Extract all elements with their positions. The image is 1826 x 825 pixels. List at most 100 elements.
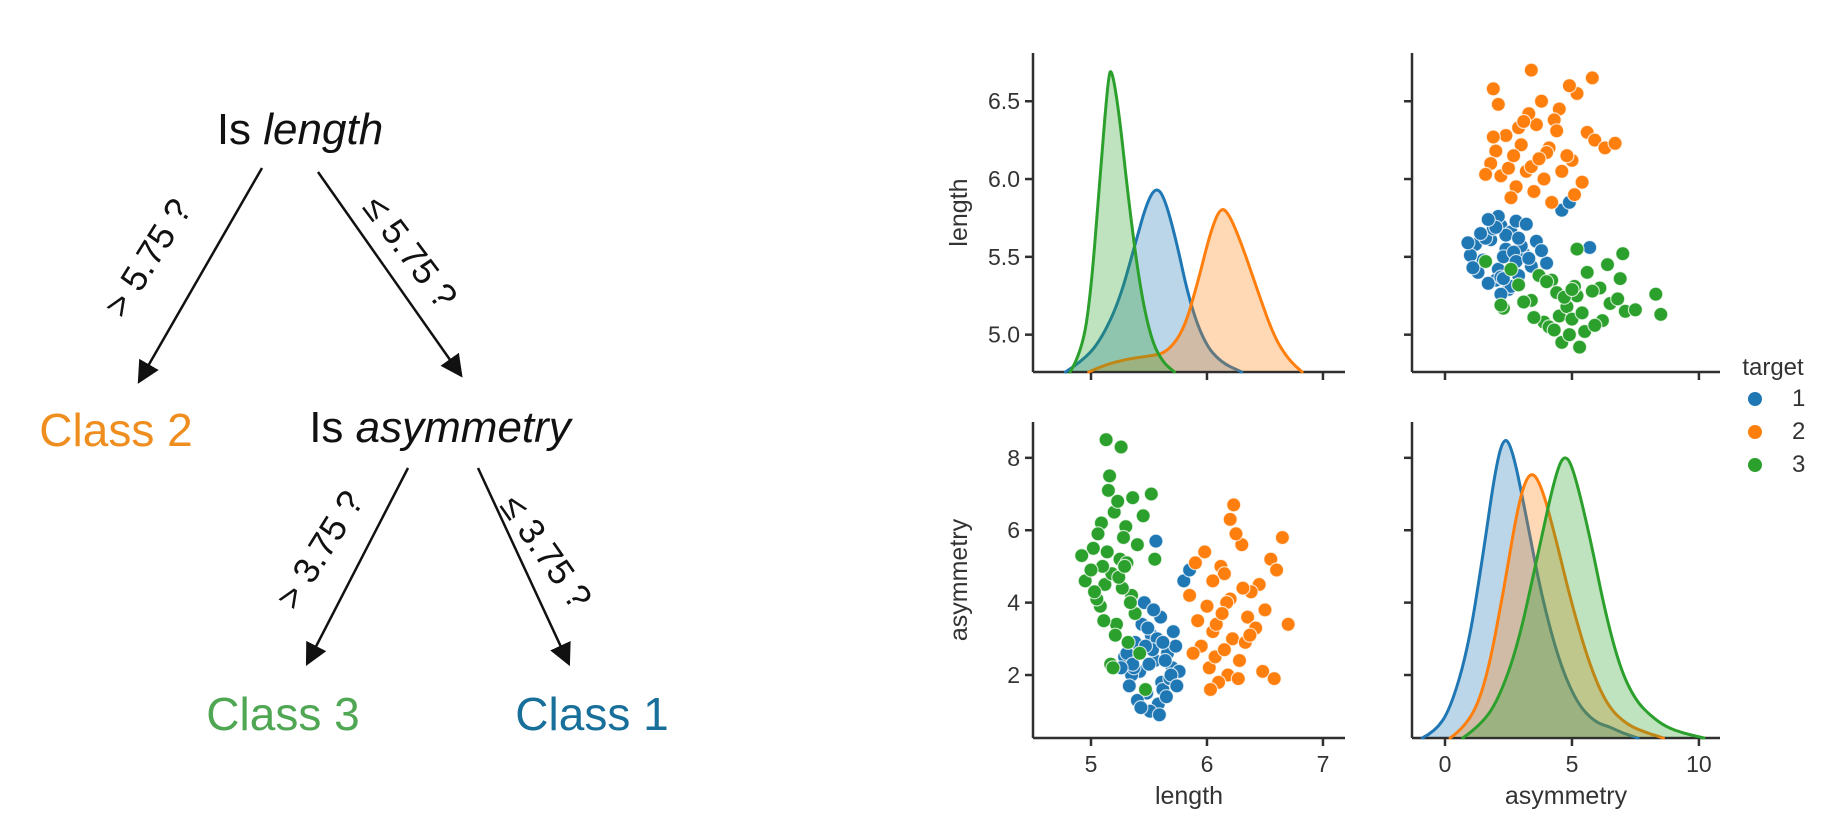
- scatter-point-class-2: [1205, 573, 1221, 589]
- scatter-point-class-3: [1477, 253, 1494, 270]
- y-tick-label: 4: [1007, 590, 1020, 616]
- scatter-point-class-2: [1187, 555, 1204, 571]
- scatter-point-class-3: [1083, 562, 1099, 578]
- scatter-point-class-3: [1610, 291, 1626, 307]
- x-tick-label: 6: [1201, 751, 1214, 777]
- x-tick-label: 5: [1566, 751, 1579, 777]
- scatter-point-class-2: [1239, 609, 1256, 625]
- pairplot-legend: target 1 2 3: [1720, 354, 1820, 481]
- scatter-point-class-3: [1074, 547, 1090, 564]
- x-axis-label: length: [1155, 782, 1223, 810]
- scatter-point-class-3: [1097, 576, 1113, 593]
- scatter-point-class-3: [1653, 306, 1669, 322]
- scatter-point-class-3: [1516, 294, 1532, 310]
- tree-root-feature: length: [263, 105, 384, 154]
- kde-fill-class-3: [1462, 457, 1704, 738]
- scatter-point-class-2: [1561, 78, 1578, 94]
- scatter-point-class-1: [1157, 652, 1173, 669]
- scatter-point-class-2: [1516, 113, 1532, 130]
- panel-p4: 0 5 10 asymmetry: [1404, 422, 1720, 810]
- scatter-point-class-3: [1122, 594, 1139, 611]
- scatter-point-class-2: [1488, 143, 1504, 159]
- scatter-point-class-2: [1566, 187, 1583, 203]
- scatter-point-class-1: [1538, 255, 1555, 271]
- scatter-point-class-3: [1574, 305, 1590, 321]
- scatter-point-class-3: [1137, 681, 1154, 698]
- scatter-point-class-2: [1185, 645, 1201, 661]
- panel-p3: 5 6 7 2 4 6 8 length asymmetry: [945, 422, 1345, 810]
- scatter-point-class-3: [1120, 634, 1136, 651]
- scatter-point-class-2: [1274, 529, 1291, 546]
- scatter-point-class-1: [1169, 678, 1185, 694]
- scatter-point-class-3: [1493, 297, 1509, 313]
- scatter-point-class-2: [1584, 70, 1600, 86]
- leaf-class-2: Class 2: [39, 404, 193, 456]
- y-tick-label: 6: [1007, 517, 1020, 543]
- scatter-point-class-3: [1627, 302, 1644, 318]
- scatter-point-class-1: [1521, 250, 1537, 266]
- scatter-point-class-3: [1615, 246, 1631, 262]
- kde-curve-class-1: [1064, 188, 1244, 374]
- scatter-point-class-2: [1544, 194, 1560, 210]
- scatter-point-class-2: [1523, 62, 1539, 78]
- scatter-point-class-3: [1110, 493, 1126, 509]
- kde-fill-class-2: [1450, 474, 1664, 738]
- scatter-point-class-3: [1599, 257, 1616, 273]
- tree-arrow-le-3-75: [476, 467, 571, 667]
- legend-entry: 3: [1720, 448, 1820, 481]
- scatter-point-class-3: [1526, 309, 1542, 326]
- scatter-point-class-2: [1531, 151, 1547, 167]
- y-tick-label: 5.5: [988, 244, 1020, 270]
- scatter-point-class-3: [1147, 551, 1163, 567]
- x-tick-label: 0: [1439, 751, 1452, 777]
- scatter-point-class-3: [1115, 529, 1132, 546]
- leaf-class-3: Class 3: [206, 688, 360, 740]
- scatter-point-class-1: [1480, 275, 1496, 291]
- y-tick-label: 2: [1007, 662, 1020, 688]
- scatter-point-class-2: [1226, 497, 1242, 513]
- scatter-point-class-2: [1190, 613, 1206, 629]
- scatter-point-class-3: [1561, 327, 1578, 343]
- scatter-point-class-2: [1500, 160, 1517, 176]
- kde-curve-class-2: [1087, 208, 1304, 374]
- scatter-point-class-3: [1129, 537, 1146, 553]
- scatter-point-class-3: [1125, 490, 1141, 506]
- kde-curve-class-1: [1420, 439, 1640, 740]
- legend-swatch-1: [1748, 391, 1762, 406]
- scatter-point-class-2: [1533, 93, 1550, 109]
- scatter-point-class-2: [1181, 587, 1198, 604]
- kde-fill-class-3: [1070, 71, 1175, 372]
- scatter-point-class-3: [1564, 281, 1580, 298]
- panel-p2: [1404, 53, 1720, 380]
- scatter-point-class-1: [1121, 678, 1137, 694]
- tree-mid-feature: asymmetry: [355, 403, 571, 452]
- scatter-point-class-3: [1098, 432, 1114, 448]
- y-axis-label: asymmetry: [945, 518, 973, 641]
- scatter-point-class-2: [1536, 171, 1552, 187]
- y-tick-label: 6.0: [988, 166, 1020, 192]
- scatter-point-class-3: [1113, 439, 1129, 455]
- legend-entries: 1 2 3: [1720, 382, 1820, 481]
- tree-root-node: Is length: [217, 105, 383, 155]
- x-tick-label: 7: [1317, 751, 1330, 777]
- scatter-point-class-3: [1503, 261, 1519, 277]
- scatter-point-class-1: [1145, 602, 1162, 618]
- scatter-point-class-2: [1230, 670, 1246, 687]
- tree-arrow-le-5-75: [316, 171, 463, 378]
- scatter-point-class-2: [1222, 511, 1238, 528]
- scatter-point-class-3: [1510, 277, 1527, 293]
- scatter-point-class-2: [1199, 598, 1215, 614]
- scatter-point-class-3: [1090, 526, 1106, 542]
- scatter-point-class-1: [1151, 707, 1168, 723]
- x-axis-label: asymmetry: [1505, 782, 1628, 810]
- scatter-point-class-2: [1202, 681, 1219, 698]
- scatter-point-class-1: [1480, 211, 1496, 228]
- scatter-point-class-2: [1268, 562, 1285, 578]
- kde-curve-class-3: [1068, 70, 1176, 374]
- scatter-point-class-3: [1648, 286, 1664, 302]
- scatter-point-class-2: [1554, 163, 1570, 179]
- scatter-point-class-2: [1574, 174, 1590, 190]
- scatter-point-class-1: [1465, 260, 1481, 276]
- scatter-point-class-3: [1571, 339, 1588, 355]
